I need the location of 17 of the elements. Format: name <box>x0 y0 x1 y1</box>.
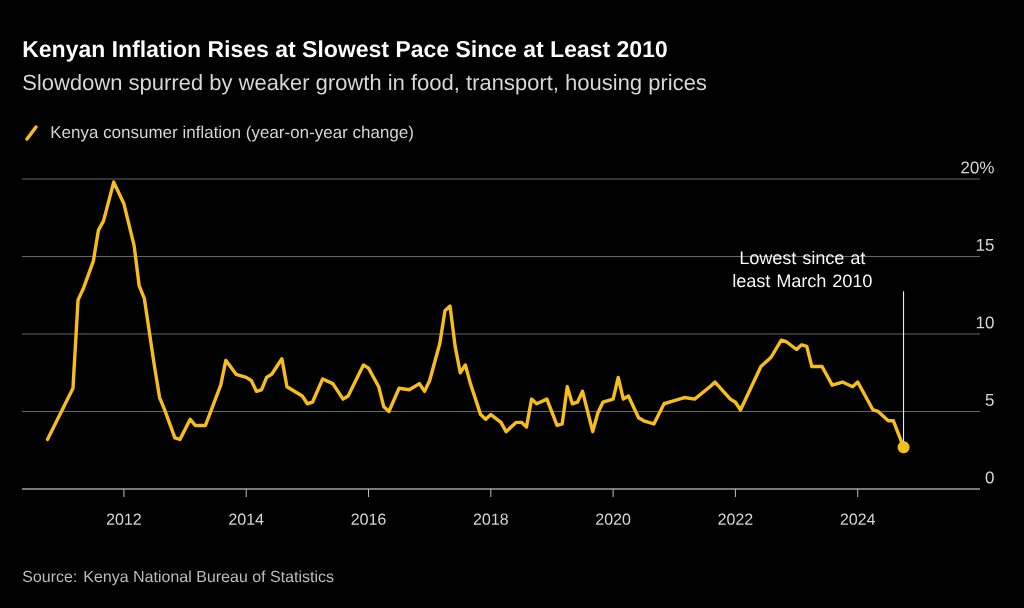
legend-label: Kenya consumer inflation (year-on-year change) <box>51 125 413 142</box>
y-tick-label: 0 <box>985 471 994 484</box>
y-tick-label: 10 <box>976 316 994 329</box>
source-note: Source: Kenya National Bureau of Statistics <box>22 570 334 586</box>
chart-subtitle: Slowdown spurred by weaker growth in food, transport, housing prices <box>23 74 707 95</box>
x-tick-label: 2022 <box>718 513 753 525</box>
x-tick-label: 2012 <box>106 513 141 525</box>
x-tick-label: 2014 <box>229 513 264 525</box>
chart-title: Kenyan Inflation Rises at Slowest Pace Since at Least 2010 <box>23 40 667 62</box>
y-tick-label: 20% <box>961 161 994 174</box>
y-tick-label: 15 <box>976 239 994 251</box>
ref-line-label: Lowest since at least March 2010 <box>733 250 872 288</box>
y-tick-label: 5 <box>985 394 994 406</box>
x-tick-label: 2020 <box>596 513 631 525</box>
x-tick-label: 2018 <box>473 513 508 525</box>
x-tick-label: 2016 <box>351 513 386 525</box>
x-tick-label: 2024 <box>840 513 876 525</box>
